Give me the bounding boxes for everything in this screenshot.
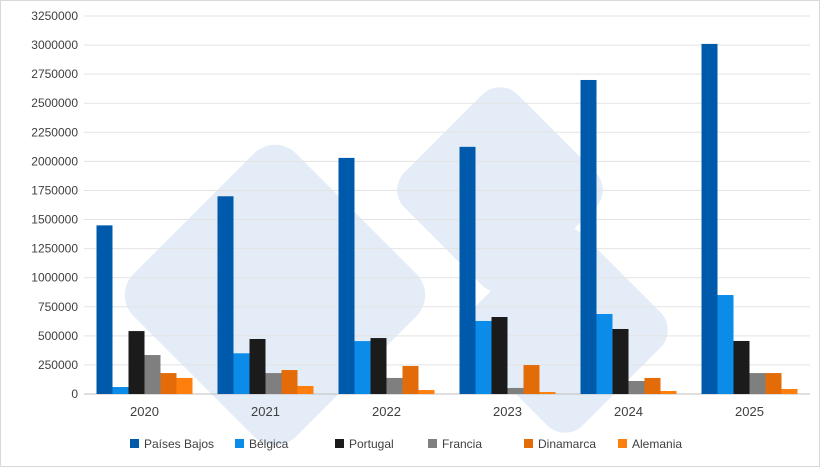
bar-portugal-2025 (733, 340, 750, 394)
bar-países-bajos-2020 (96, 225, 113, 394)
x-tick-label: 2025 (735, 404, 764, 419)
x-tick-label: 2020 (130, 404, 159, 419)
bar-dinamarca-2024 (644, 377, 661, 394)
legend-swatch (335, 439, 344, 448)
bar-bélgica-2023 (475, 320, 492, 394)
y-tick-label: 0 (71, 387, 78, 401)
legend-swatch (428, 439, 437, 448)
bar-alemania-2020 (176, 377, 193, 394)
bar-francia-2020 (144, 355, 161, 394)
bar-portugal-2024 (612, 328, 629, 394)
bar-bélgica-2025 (717, 295, 734, 394)
bar-dinamarca-2022 (402, 365, 419, 394)
bar-países-bajos-2022 (338, 157, 355, 394)
legend-label: Francia (442, 437, 482, 451)
bar-países-bajos-2025 (701, 43, 718, 394)
bar-portugal-2021 (249, 338, 266, 394)
bar-francia-2024 (628, 380, 645, 394)
bar-dinamarca-2025 (765, 373, 782, 394)
y-tick-label: 2500000 (31, 96, 78, 110)
bar-portugal-2020 (128, 331, 145, 394)
y-tick-label: 250000 (38, 358, 78, 372)
bar-dinamarca-2020 (160, 373, 177, 394)
y-tick-label: 500000 (38, 329, 78, 343)
bar-países-bajos-2021 (217, 196, 234, 394)
y-tick-label: 3000000 (31, 38, 78, 52)
y-tick-label: 1000000 (31, 271, 78, 285)
bar-portugal-2022 (370, 338, 387, 394)
bar-dinamarca-2023 (523, 365, 540, 394)
x-tick-label: 2021 (251, 404, 280, 419)
bar-bélgica-2022 (354, 341, 371, 394)
bar-francia-2023 (507, 387, 524, 394)
bar-bélgica-2024 (596, 313, 613, 394)
legend-label: Países Bajos (144, 437, 214, 451)
bar-alemania-2024 (660, 390, 677, 394)
bar-francia-2021 (265, 373, 282, 394)
bar-países-bajos-2023 (459, 146, 476, 394)
y-tick-label: 1750000 (31, 183, 78, 197)
x-tick-label: 2023 (493, 404, 522, 419)
x-tick-label: 2022 (372, 404, 401, 419)
legend-swatch (618, 439, 627, 448)
x-tick-label: 2024 (614, 404, 643, 419)
legend-label: Bélgica (249, 437, 289, 451)
y-tick-label: 750000 (38, 300, 78, 314)
y-tick-label: 2750000 (31, 67, 78, 81)
legend-swatch (235, 439, 244, 448)
bar-alemania-2021 (297, 385, 314, 394)
legend-label: Alemania (632, 437, 682, 451)
bar-alemania-2025 (781, 388, 798, 394)
bar-alemania-2023 (539, 392, 556, 394)
legend-label: Dinamarca (538, 437, 596, 451)
y-tick-label: 2000000 (31, 154, 78, 168)
legend-swatch (130, 439, 139, 448)
bar-bélgica-2021 (233, 353, 250, 394)
bar-países-bajos-2024 (580, 79, 597, 394)
bar-portugal-2023 (491, 317, 508, 394)
bar-bélgica-2020 (112, 387, 129, 394)
bar-francia-2025 (749, 373, 766, 394)
y-tick-label: 2250000 (31, 125, 78, 139)
y-tick-label: 1250000 (31, 242, 78, 256)
bar-alemania-2022 (418, 390, 435, 394)
bar-dinamarca-2021 (281, 370, 298, 394)
y-tick-label: 3250000 (31, 9, 78, 23)
y-tick-label: 1500000 (31, 213, 78, 227)
bar-francia-2022 (386, 377, 403, 394)
legend-swatch (524, 439, 533, 448)
legend-label: Portugal (349, 437, 394, 451)
